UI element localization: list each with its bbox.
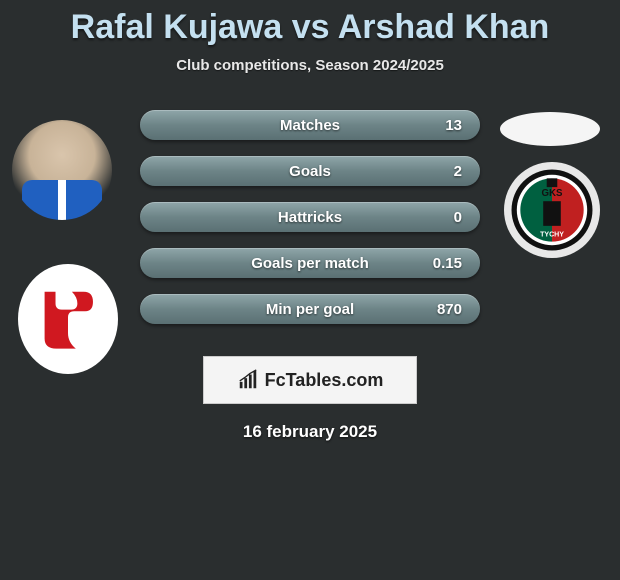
- stat-label: Hattricks: [140, 202, 480, 232]
- stat-row-min-per-goal: Min per goal 870: [140, 294, 480, 324]
- svg-text:TYCHY: TYCHY: [540, 231, 564, 238]
- stat-value: 0: [454, 202, 462, 232]
- stat-value: 0.15: [433, 248, 462, 278]
- page-title: Rafal Kujawa vs Arshad Khan: [0, 0, 620, 47]
- stat-label: Matches: [140, 110, 480, 140]
- player-avatar-left: [12, 120, 112, 220]
- stat-row-matches: Matches 13: [140, 110, 480, 140]
- brand-text: FcTables.com: [265, 370, 384, 391]
- stats-panel: Matches 13 Goals 2 Hattricks 0 Goals per…: [140, 110, 480, 340]
- lks-crest-icon: [29, 280, 107, 358]
- stat-row-goals: Goals 2: [140, 156, 480, 186]
- player-avatar-right-placeholder: [500, 112, 600, 146]
- subtitle: Club competitions, Season 2024/2025: [0, 57, 620, 74]
- chart-icon: [237, 369, 259, 391]
- stat-value: 13: [445, 110, 462, 140]
- date-text: 16 february 2025: [0, 422, 620, 442]
- stat-label: Goals per match: [140, 248, 480, 278]
- club-crest-right: GKS TYCHY: [504, 162, 600, 258]
- stat-value: 870: [437, 294, 462, 324]
- club-crest-left: [18, 264, 118, 374]
- stat-value: 2: [454, 156, 462, 186]
- stat-label: Min per goal: [140, 294, 480, 324]
- stat-label: Goals: [140, 156, 480, 186]
- svg-text:GKS: GKS: [542, 188, 564, 199]
- brand-attribution[interactable]: FcTables.com: [203, 356, 417, 404]
- stat-row-goals-per-match: Goals per match 0.15: [140, 248, 480, 278]
- stat-row-hattricks: Hattricks 0: [140, 202, 480, 232]
- gks-tychy-crest-icon: GKS TYCHY: [508, 166, 596, 254]
